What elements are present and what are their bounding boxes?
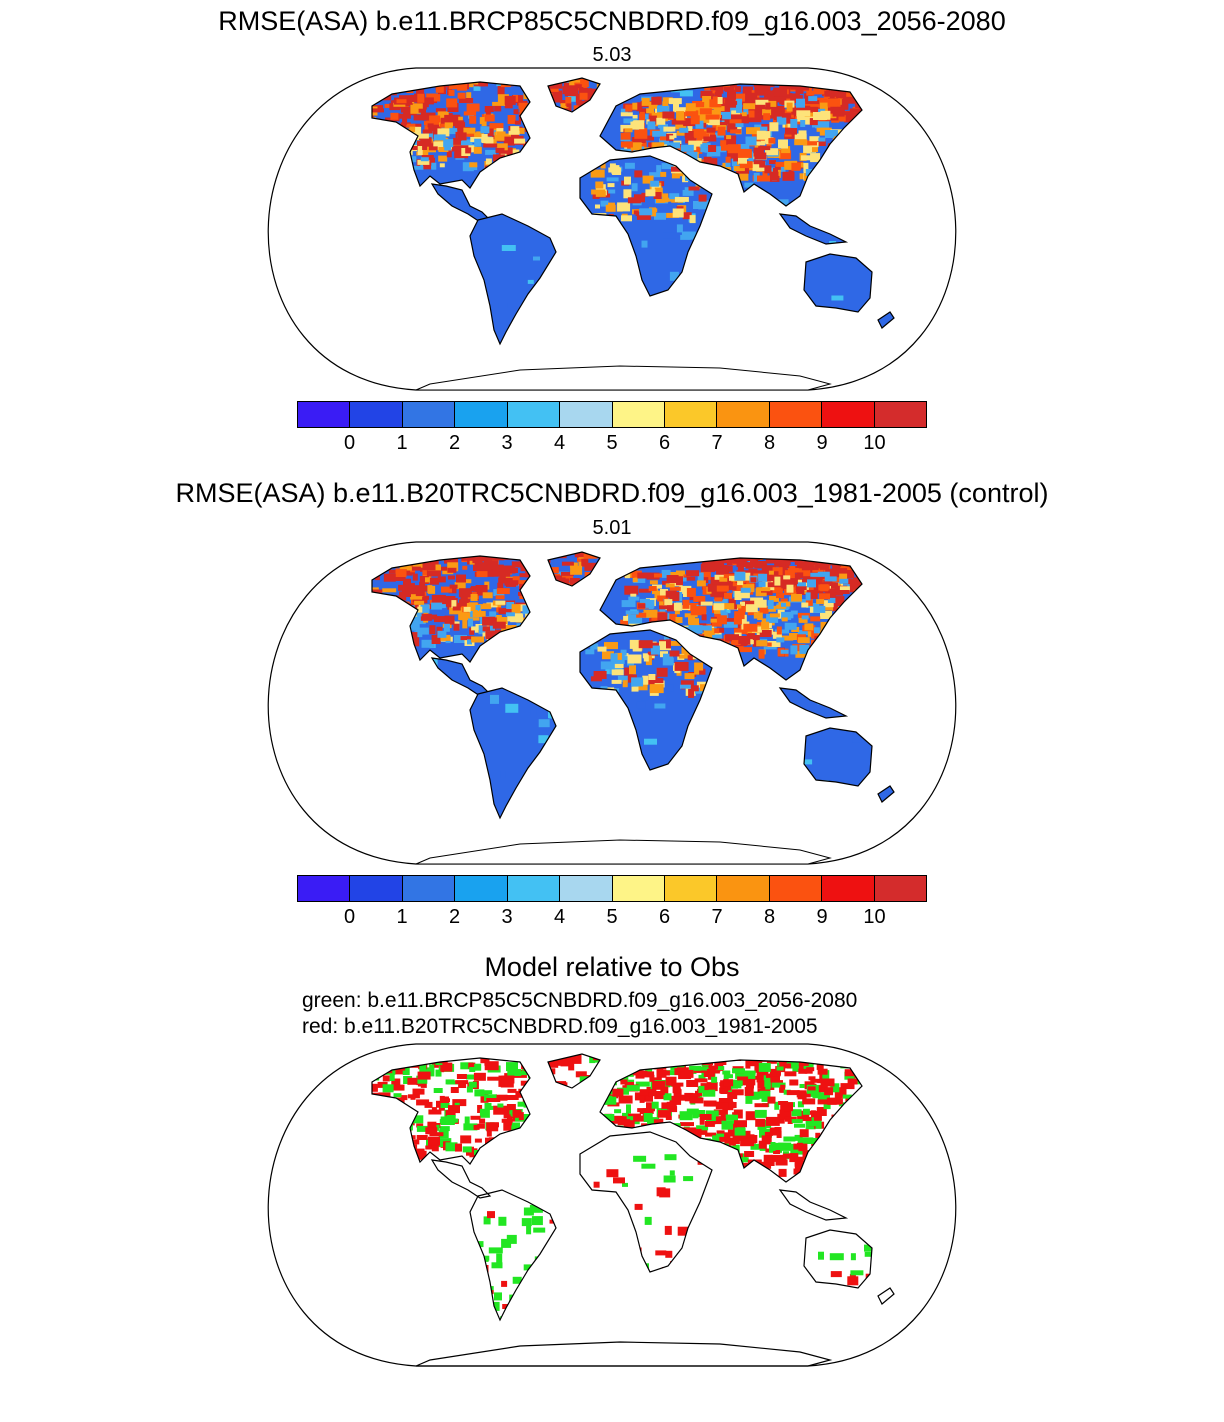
coastline-southAmerica — [469, 213, 557, 346]
colorbar-tick-label: 3 — [501, 906, 513, 928]
panel-2-colorbar-ticks: 0 1 2 3 4 5 6 7 8 9 10 — [297, 906, 927, 930]
colorbar-tick-label: 9 — [816, 432, 828, 454]
colorbar-swatch — [717, 876, 770, 901]
colorbar-swatch — [874, 876, 927, 901]
colorbar-swatch — [612, 876, 665, 901]
coastline-seAsia — [778, 213, 849, 245]
colorbar-tick-label: 10 — [863, 432, 886, 454]
continent-antarctica — [415, 839, 832, 865]
colorbar-tick-label: 8 — [763, 906, 776, 928]
colorbar-tick-label: 0 — [343, 906, 356, 928]
colorbar-tick-label: 4 — [553, 432, 566, 454]
colorbar-swatch — [664, 876, 718, 901]
colorbar-tick-label: 2 — [448, 906, 461, 928]
coastline-australia — [803, 1229, 873, 1289]
colorbar-swatch — [769, 876, 823, 901]
colorbar-tick-label: 3 — [501, 432, 513, 454]
colorbar-tick-label: 0 — [343, 432, 356, 454]
colorbar-tick-label: 6 — [658, 432, 671, 454]
coastline-northAmerica — [371, 555, 531, 663]
colorbar-tick-label: 5 — [606, 906, 618, 928]
coastline-eurasia — [599, 557, 863, 681]
comparison-title: Model relative to Obs — [484, 952, 740, 982]
panel-2-value: 5.01 — [592, 517, 632, 539]
colorbar-swatch — [664, 402, 718, 427]
colorbar-swatch — [822, 876, 875, 901]
coastline-africa — [579, 155, 713, 297]
colorbar-tick-label: 7 — [711, 906, 723, 928]
coastline-seAsia — [778, 1189, 849, 1221]
colorbar-swatch — [402, 402, 456, 427]
colorbar-swatch — [507, 876, 561, 901]
coastline-seAsia — [778, 687, 849, 719]
panel-1-title: RMSE(ASA) b.e11.BRCP85C5CNBDRD.f09_g16.0… — [218, 6, 1006, 36]
panel-1-colorbar-ticks: 0 1 2 3 4 5 6 7 8 9 10 — [297, 432, 927, 456]
coastline-australia — [803, 727, 873, 787]
speckle-layer — [831, 295, 844, 301]
colorbar-tick-label: 7 — [711, 432, 723, 454]
colorbar-tick-label: 5 — [606, 432, 618, 454]
coastline-africa — [579, 629, 713, 771]
colorbar-swatch — [350, 402, 403, 427]
panel-1-value: 5.03 — [592, 44, 632, 66]
colorbar-swatch — [298, 876, 351, 901]
coastline-northAmerica — [371, 81, 531, 189]
coastline-greenland — [547, 77, 601, 113]
colorbar-tick-label: 6 — [658, 906, 671, 928]
continent-seAsia — [780, 214, 846, 244]
continent-newZealand — [878, 312, 894, 328]
colorbar-swatch — [769, 402, 823, 427]
colorbar-swatch — [455, 402, 508, 427]
panel-2-map — [267, 541, 957, 865]
colorbar-swatch — [822, 402, 875, 427]
colorbar-tick-label: 8 — [763, 432, 776, 454]
colorbar-swatch — [455, 876, 508, 901]
colorbar-swatch — [717, 402, 770, 427]
colorbar-swatch — [402, 876, 456, 901]
coastline-newZealand — [877, 1287, 895, 1305]
colorbar-tick-label: 10 — [863, 906, 886, 928]
continent-centralAmerica — [432, 184, 490, 222]
continent-australia — [804, 254, 872, 312]
coastline-newZealand — [877, 311, 895, 329]
colorbar-tick-label: 1 — [396, 906, 408, 928]
continent-seAsia — [780, 688, 846, 718]
comparison-green-label: green: b.e11.BRCP85C5CNBDRD.f09_g16.003_… — [302, 989, 858, 1012]
colorbar-swatch — [612, 402, 665, 427]
coastline-eurasia — [599, 83, 863, 207]
comparison-red-label: red: b.e11.B20TRC5CNBDRD.f09_g16.003_198… — [302, 1015, 818, 1038]
coastline-greenland — [547, 551, 601, 587]
continent-newZealand — [878, 786, 894, 802]
panel-1-colorbar — [297, 401, 927, 428]
panel-2-title: RMSE(ASA) b.e11.B20TRC5CNBDRD.f09_g16.00… — [175, 478, 1049, 508]
colorbar-swatch — [560, 402, 613, 427]
coastline-greenland — [547, 1053, 601, 1089]
colorbar-swatch — [298, 402, 351, 427]
coastline-antarctica — [415, 1341, 833, 1367]
colorbar-swatch — [507, 402, 561, 427]
coastline-southAmerica — [469, 687, 557, 820]
coastline-newZealand — [877, 785, 895, 803]
colorbar-swatch — [350, 876, 403, 901]
coastline-centralAmerica — [430, 1159, 492, 1199]
colorbar-tick-label: 9 — [816, 906, 828, 928]
panel-1-map — [267, 67, 957, 391]
colorbar-swatch — [560, 876, 613, 901]
colorbar-tick-label: 4 — [553, 906, 566, 928]
panel-2-colorbar — [297, 875, 927, 902]
coastline-northAmerica — [371, 1057, 531, 1165]
coastline-southAmerica — [469, 1189, 557, 1322]
colorbar-tick-label: 2 — [448, 432, 461, 454]
coastline-africa — [579, 1131, 713, 1273]
colorbar-tick-label: 1 — [396, 432, 408, 454]
colorbar-swatch — [874, 402, 927, 427]
comparison-map — [267, 1043, 957, 1367]
continent-centralAmerica — [432, 658, 490, 696]
coastline-eurasia — [599, 1059, 863, 1183]
coastline-australia — [803, 253, 873, 313]
continent-antarctica — [415, 365, 832, 391]
